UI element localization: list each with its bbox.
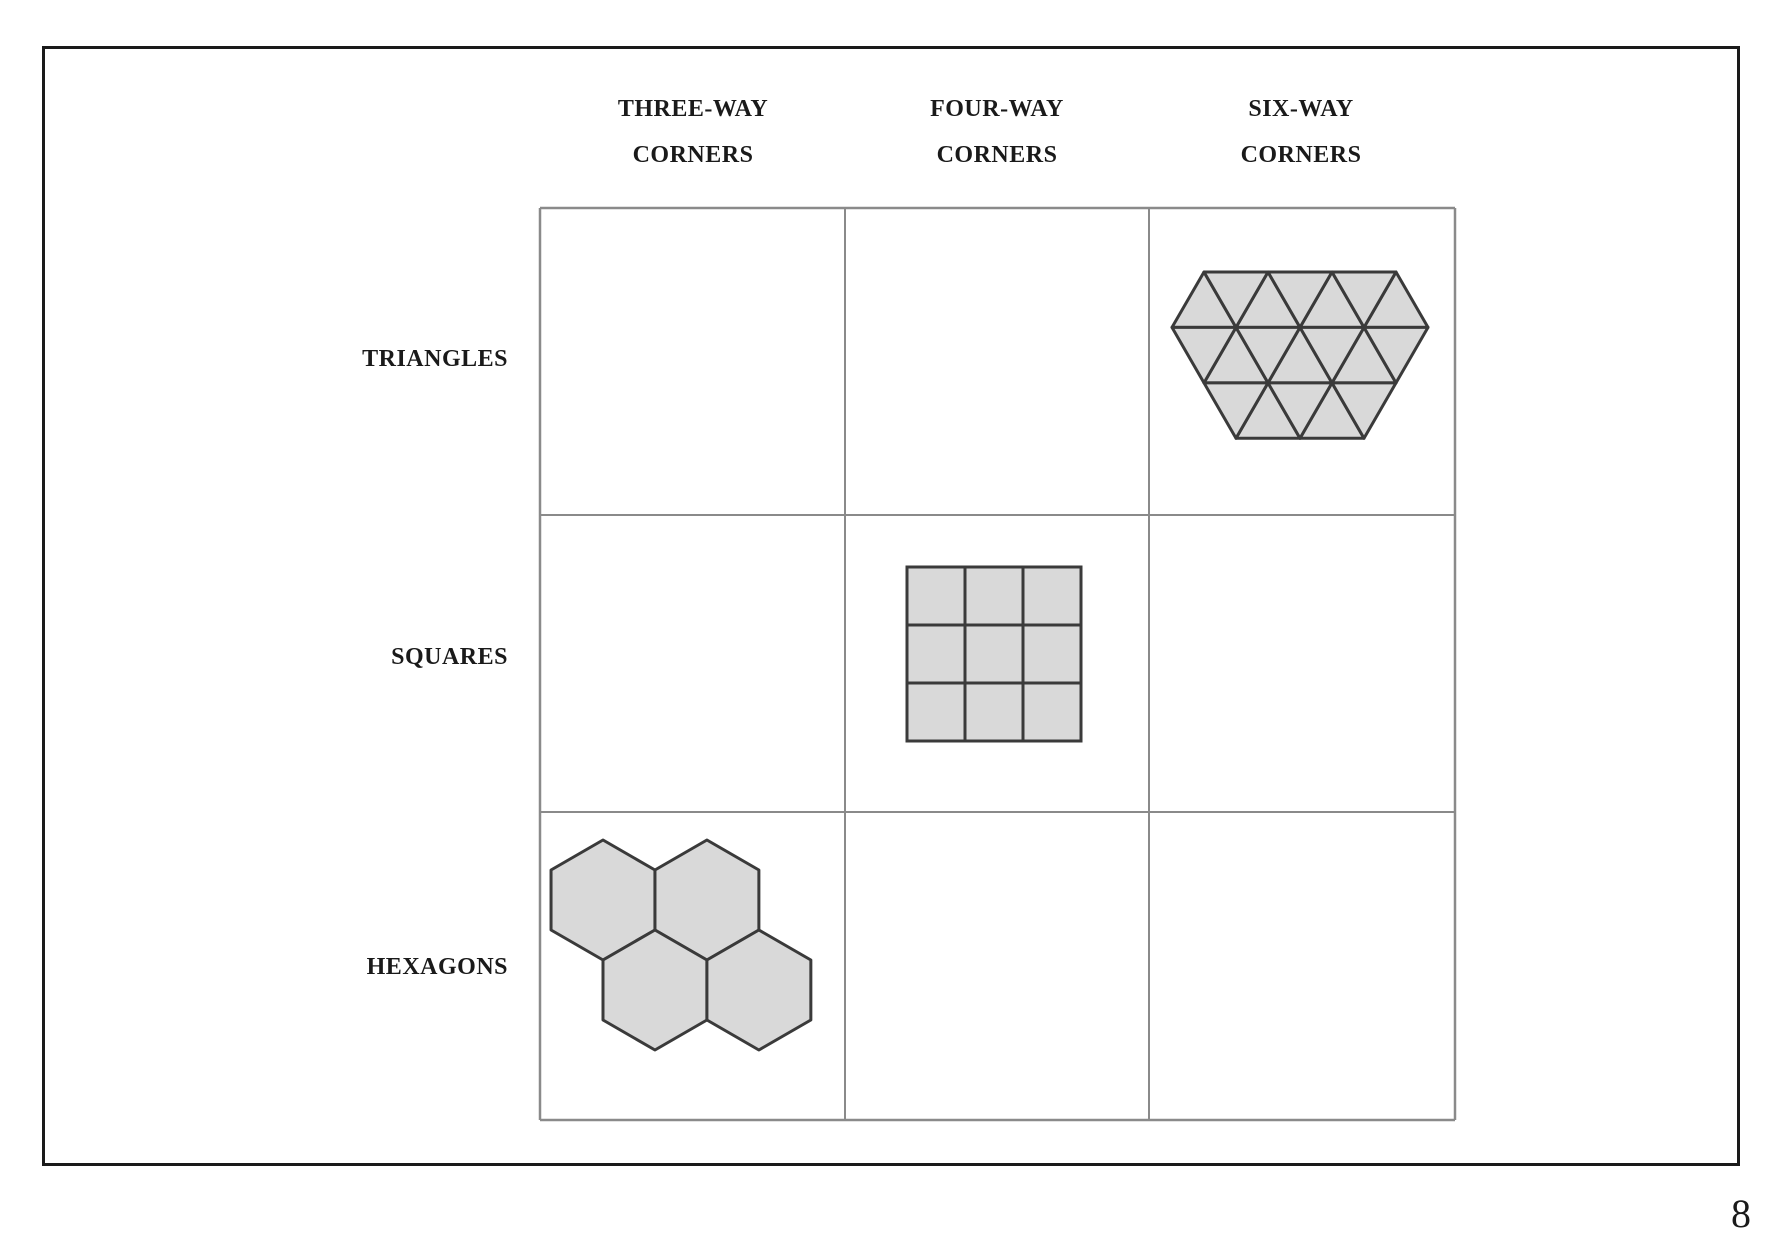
square-tiling [905,565,1083,743]
triangle-tile [1330,270,1398,329]
column-header-six-way: SIX-WAY CORNERS [1151,86,1451,178]
triangle-tile [1170,325,1238,385]
triangle-tile [1362,325,1430,385]
triangle-tiling [1170,270,1430,440]
square-tile [963,623,1025,685]
square-tile [963,681,1025,743]
square-tile [905,681,967,743]
column-header-line2: CORNERS [1240,142,1362,168]
triangle-tile [1234,325,1302,385]
page-number: 8 [1731,1191,1751,1236]
column-header-line1: FOUR-WAY [930,96,1064,122]
square-tile [905,623,967,685]
square-tile [1021,565,1083,627]
figure-frame [42,46,1740,1166]
column-header-line2: CORNERS [632,142,754,168]
triangle-tile [1266,381,1334,440]
triangle-tile [1298,325,1366,385]
row-header-hexagons: HEXAGONS [366,954,508,980]
row-header-squares: SQUARES [391,644,508,670]
column-header-line2: CORNERS [936,142,1058,168]
square-tile [1021,681,1083,743]
column-header-four-way: FOUR-WAY CORNERS [847,86,1147,178]
triangle-tile [1266,270,1334,329]
triangle-tile [1330,381,1398,440]
column-header-line1: SIX-WAY [1248,96,1354,122]
square-tile [1021,623,1083,685]
column-header-line1: THREE-WAY [617,96,769,122]
square-tile [963,565,1025,627]
column-header-three-way: THREE-WAY CORNERS [543,86,843,178]
triangle-tile [1202,270,1270,329]
triangle-tile [1202,381,1270,440]
grid-lines [538,206,1457,1122]
square-tile [905,565,967,627]
hexagon-tile [705,928,813,1052]
hexagon-tiling [549,838,813,1052]
row-header-triangles: TRIANGLES [362,346,508,372]
